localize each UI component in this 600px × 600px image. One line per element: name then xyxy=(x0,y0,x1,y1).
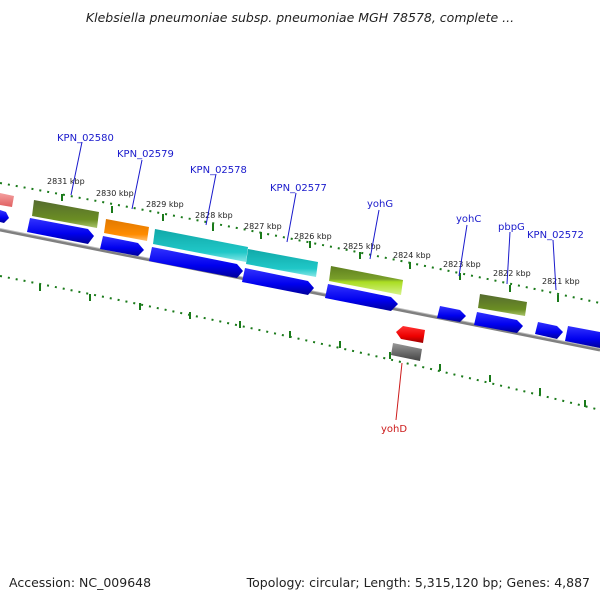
tick-label-2826: 2826 kbp xyxy=(294,232,332,241)
cds-arrow-4[interactable] xyxy=(149,247,243,278)
genome-summary-text: Topology: circular; Length: 5,315,120 bp… xyxy=(246,575,590,590)
tick-label-2824: 2824 kbp xyxy=(393,251,431,260)
tick-label-2825: 2825 kbp xyxy=(343,242,381,251)
cds-arrow-9[interactable] xyxy=(535,322,563,339)
cds-arrow-1[interactable] xyxy=(0,210,9,223)
outer-major-ticks xyxy=(61,194,559,302)
gene-feature-track xyxy=(0,193,527,316)
accession-text: Accession: NC_009648 xyxy=(9,575,152,590)
gene-label-yohg[interactable]: yohG xyxy=(367,199,393,210)
cds-arrow-6[interactable] xyxy=(325,284,398,311)
gene-pink-partial[interactable] xyxy=(0,193,14,207)
tick-label-2821: 2821 kbp xyxy=(542,277,580,286)
tick-label-2822: 2822 kbp xyxy=(493,269,531,278)
cds-arrow-10[interactable] xyxy=(565,326,600,348)
gene-yohg[interactable] xyxy=(329,266,403,295)
inner-major-ticks xyxy=(39,284,586,407)
gene-pbpg[interactable] xyxy=(478,294,527,316)
outer-scale-line xyxy=(0,182,600,304)
gene-kpn-02579[interactable] xyxy=(104,219,149,241)
tick-label-2831: 2831 kbp xyxy=(47,177,85,186)
tick-label-2829: 2829 kbp xyxy=(146,200,184,209)
inner-scale-line xyxy=(0,275,600,411)
cds-arrow-7[interactable] xyxy=(437,306,466,322)
map-title: Klebsiella pneumoniae subsp. pneumoniae … xyxy=(85,10,515,25)
tick-label-2828: 2828 kbp xyxy=(195,211,233,220)
gene-label-kpn-02580[interactable]: KPN_02580 xyxy=(57,133,114,144)
gene-label-yohc[interactable]: yohC xyxy=(456,214,481,225)
gene-label-kpn-02577[interactable]: KPN_02577 xyxy=(270,183,327,194)
gene-label-kpn-02579[interactable]: KPN_02579 xyxy=(117,149,174,160)
tick-label-2827: 2827 kbp xyxy=(244,222,282,231)
gene-label-yohd[interactable]: yohD xyxy=(381,424,407,435)
cds-arrow-3[interactable] xyxy=(100,236,144,256)
cds-arrow-2[interactable] xyxy=(27,218,94,244)
cds-track xyxy=(0,210,600,348)
gene-yohd[interactable] xyxy=(391,343,422,361)
tick-labels: 2831 kbp 2830 kbp 2829 kbp 2828 kbp 2827… xyxy=(47,177,580,286)
label-leader-lines xyxy=(70,141,557,421)
cds-arrow-5[interactable] xyxy=(242,268,314,295)
gene-kpn-02578[interactable] xyxy=(153,229,248,262)
gene-label-kpn-02572[interactable]: KPN_02572 xyxy=(527,230,584,241)
gene-label-kpn-02578[interactable]: KPN_02578 xyxy=(190,165,247,176)
reverse-strand-track xyxy=(391,326,425,361)
tick-label-2823: 2823 kbp xyxy=(443,260,481,269)
gene-kpn-02580[interactable] xyxy=(32,200,99,228)
tick-label-2830: 2830 kbp xyxy=(96,189,134,198)
gene-label-pbpg[interactable]: pbpG xyxy=(498,222,525,233)
cds-arrow-8[interactable] xyxy=(474,312,523,333)
gene-kpn-02577[interactable] xyxy=(246,249,318,277)
gene-labels: KPN_02580 KPN_02579 KPN_02578 KPN_02577 … xyxy=(57,133,584,435)
gene-yohd-cds[interactable] xyxy=(396,326,425,343)
